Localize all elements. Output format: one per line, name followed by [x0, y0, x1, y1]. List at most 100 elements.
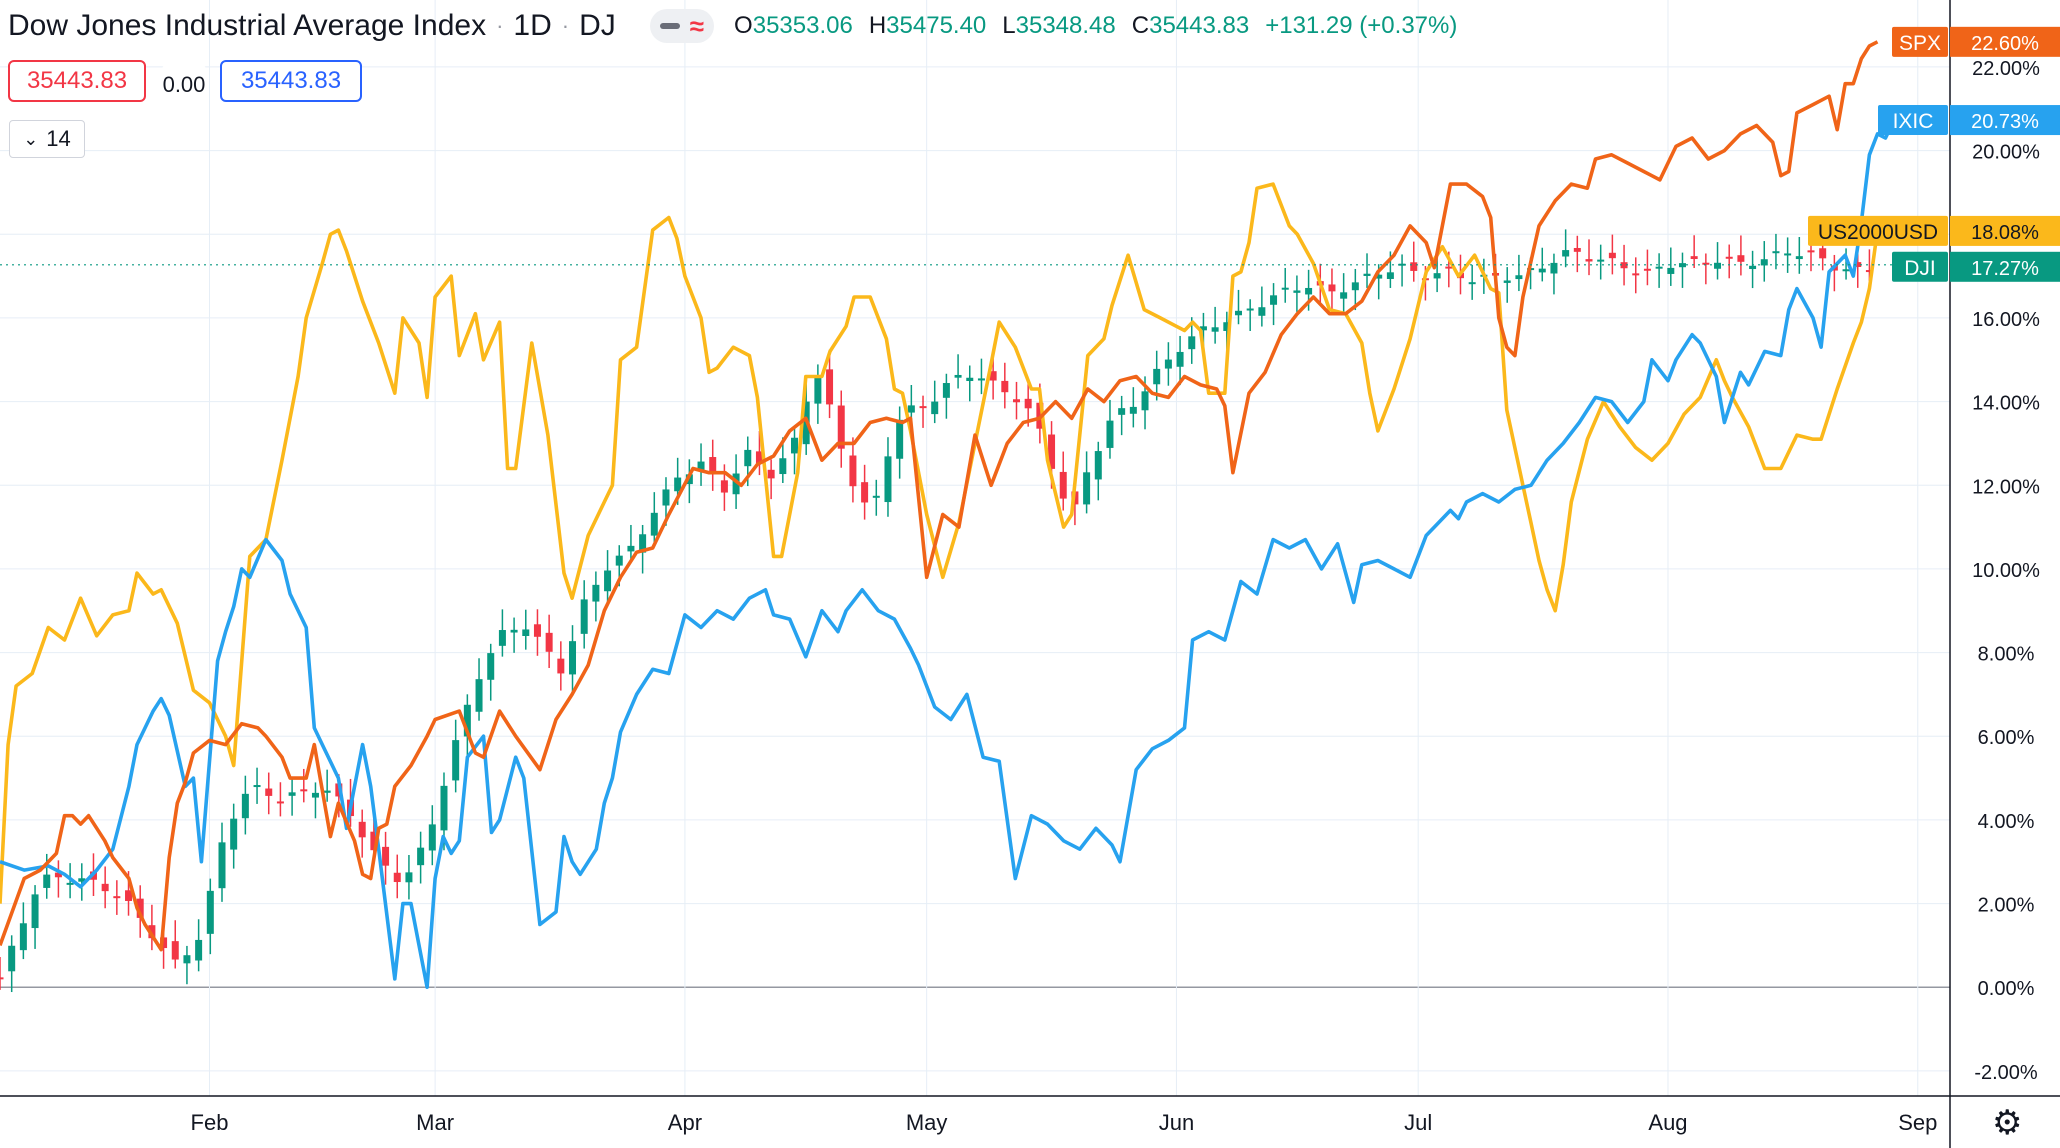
dji-candle-body [1118, 408, 1126, 415]
dji-candle-body [1854, 262, 1862, 267]
dji-candle-body [1760, 259, 1768, 266]
interval-label[interactable]: 1D [513, 9, 552, 42]
series-name-label: IXIC [1893, 110, 1934, 133]
x-tick-label: Sep [1898, 1110, 1937, 1135]
minus-icon[interactable] [659, 23, 680, 29]
dji-candle-body [732, 473, 740, 495]
dji-candle-body [218, 842, 226, 889]
gear-icon[interactable]: ⚙ [1992, 1104, 2023, 1142]
dji-candle-body [54, 872, 62, 878]
dji-candle-body [1655, 266, 1663, 269]
dji-candle-body [1643, 268, 1651, 271]
dji-candle-body [8, 945, 16, 972]
series-value-label: 17.27% [1971, 258, 2039, 280]
change-value: +131.29 (+0.37%) [1265, 12, 1458, 39]
y-tick-label: -2.00% [1974, 1062, 2038, 1084]
dji-candle-body [1375, 274, 1383, 279]
high-label: H [868, 12, 887, 39]
dji-candle-body [1772, 251, 1780, 254]
sell-price-button[interactable]: 35443.83 [8, 60, 146, 102]
series-name-tag[interactable] [1892, 26, 1948, 57]
dji-candle-body [1094, 451, 1102, 480]
dji-candle-body [440, 785, 448, 831]
dji-candle-body [276, 801, 284, 804]
separator-dot: · [561, 13, 570, 38]
buy-price-button[interactable]: 35443.83 [220, 60, 362, 102]
dji-candle-body [300, 789, 308, 792]
dji-candle-body [767, 469, 775, 479]
dji-candle-body [171, 941, 179, 960]
series-value-label: 20.73% [1971, 111, 2039, 133]
dji-candle-body [78, 878, 86, 882]
dji-candle-body [1281, 287, 1289, 290]
dji-candle-body [382, 846, 390, 866]
dji-candle-body [1305, 287, 1313, 295]
dji-candle-body [697, 461, 705, 470]
indicator-toggle[interactable]: ≈ [649, 9, 715, 43]
dji-candle-body [358, 821, 366, 838]
series-name-tag[interactable] [1808, 215, 1948, 246]
dji-candle-body [31, 894, 39, 929]
dji-candle-body [1176, 351, 1184, 367]
symbol-title[interactable]: Dow Jones Industrial Average Index [8, 9, 487, 42]
dji-candle-body [1678, 263, 1686, 268]
series-name-label: US2000USD [1818, 221, 1938, 244]
dji-candle-body [1001, 380, 1009, 393]
dji-candle-body [136, 898, 144, 918]
dji-candle-body [101, 883, 109, 892]
wave-icon[interactable]: ≈ [689, 11, 705, 41]
dji-candle-body [1363, 273, 1371, 276]
series-value-tag [1950, 215, 2060, 246]
dji-candle-body [1749, 265, 1757, 270]
x-tick-label: Jul [1404, 1110, 1432, 1135]
low-label: L [1002, 12, 1016, 39]
dji-candle-body [230, 818, 238, 850]
dji-candle-body [1445, 266, 1453, 269]
dji-candle-body [1048, 434, 1056, 469]
dji-candle-body [942, 383, 950, 398]
dji-candle-body [779, 458, 787, 475]
dji-candle-body [1807, 250, 1815, 253]
dji-candle-body [1188, 336, 1196, 350]
chart-header: Dow Jones Industrial Average Index · 1D … [8, 4, 1457, 48]
dji-candle-body [533, 624, 541, 637]
dji-candle-body [580, 599, 588, 634]
dji-candle-body [1059, 471, 1067, 499]
dji-candle-body [1795, 256, 1803, 260]
dji-candle-body [0, 977, 4, 980]
series-name-tag[interactable] [1878, 105, 1948, 136]
dji-candle-body [206, 890, 214, 934]
series-name-tag[interactable] [1892, 251, 1948, 282]
close-value: 35443.83 [1149, 12, 1250, 39]
dji-candle-body [1468, 282, 1476, 285]
dji-candle-body [452, 740, 460, 781]
dji-candle-body [1597, 259, 1605, 262]
dji-candle-body [861, 482, 869, 503]
dji-candle-body [125, 890, 133, 901]
dji-candle-body [1737, 255, 1745, 262]
dji-candle-body [954, 374, 962, 378]
dji-candle-body [1690, 256, 1698, 260]
dji-candle-body [1503, 280, 1511, 283]
dji-candle-body [1714, 262, 1722, 269]
dji-candle-body [1410, 262, 1418, 271]
indicators-collapse-button[interactable]: ⌄ 14 [9, 120, 85, 158]
dji-candle-body [662, 489, 670, 506]
dji-candle-body [66, 882, 74, 885]
dji-candle-body [720, 480, 728, 493]
dji-candle-body [1538, 268, 1546, 273]
dji-candle-body [417, 847, 425, 866]
dji-candle-body [370, 831, 378, 851]
dji-candle-body [919, 406, 927, 409]
dji-candle-body [545, 632, 553, 652]
y-tick-label: 2.00% [1978, 895, 2035, 917]
dji-candle-body [604, 570, 612, 592]
dji-candle-body [592, 584, 600, 602]
dji-candle-body [837, 405, 845, 449]
us2000usd-line [0, 182, 1880, 904]
x-tick-label: Apr [668, 1110, 702, 1135]
series-name-label: DJI [1904, 257, 1936, 280]
y-tick-label: 16.00% [1972, 309, 2040, 331]
